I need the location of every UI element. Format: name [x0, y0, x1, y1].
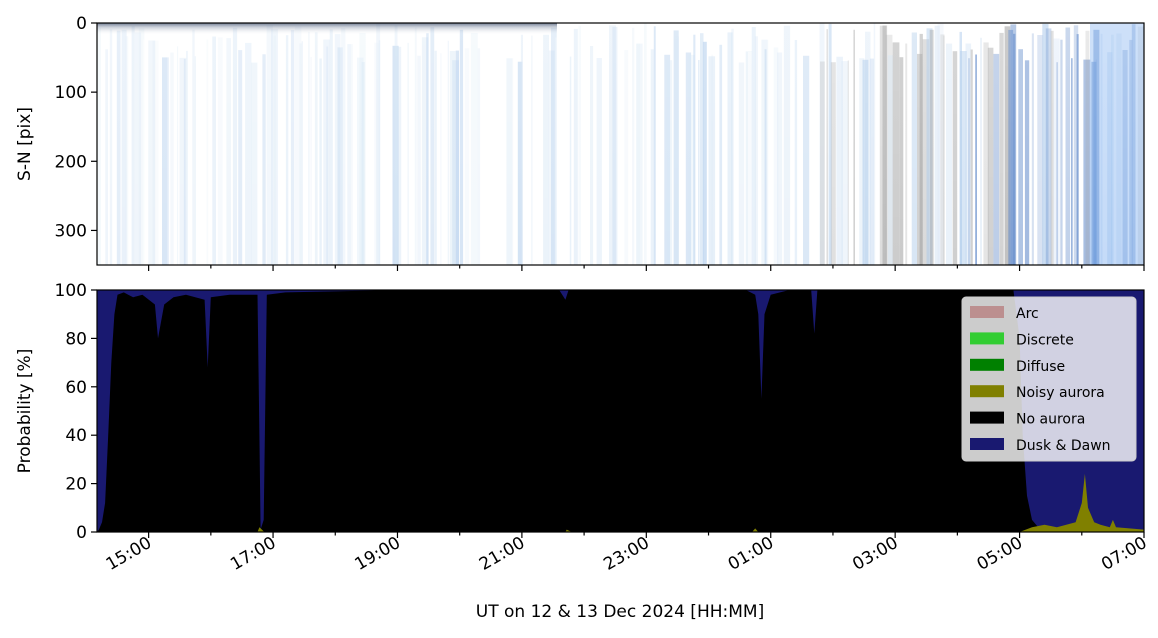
keogram-panel: 0 100 200 300 S-N [pix] [15, 14, 1145, 271]
keogram-y-tick-label: 100 [55, 83, 87, 103]
probability-y-tick-label: 20 [65, 475, 87, 495]
legend-entry: Arc [1016, 306, 1039, 322]
probability-y-tick-label: 40 [65, 426, 87, 446]
probability-frame [96, 289, 1145, 533]
keogram-x-ticks [148, 265, 1145, 271]
x-tick-label: 03:00 [849, 533, 901, 575]
legend-entry: No aurora [1016, 412, 1085, 428]
probability-y-tick-label: 100 [55, 281, 87, 301]
probability-x-ticks: 15:00 17:00 19:00 21:00 23:00 01:00 03:00 05:00… [103, 532, 1151, 575]
probability-y-ticks: 0 20 40 60 80 100 [55, 281, 97, 543]
noisy-aurora-area [97, 473, 1144, 532]
legend-items: Arc Discrete Diffuse Noisy aurora No aurora D… [970, 306, 1111, 454]
legend: Arc Discrete Diffuse Noisy aurora No aurora D… [961, 296, 1137, 462]
x-tick-label: 07:00 [1098, 533, 1150, 575]
probability-y-tick-label: 0 [76, 523, 87, 543]
x-tick-label: 23:00 [600, 533, 652, 575]
probability-y-tick-label: 60 [65, 378, 87, 398]
legend-box [961, 296, 1137, 462]
x-tick-label: 15:00 [103, 533, 155, 575]
keogram-y-tick-label: 300 [55, 221, 87, 241]
legend-swatch [970, 411, 1004, 424]
legend-swatch [970, 358, 1004, 371]
keogram-frame [96, 22, 1145, 266]
legend-entry: Diffuse [1016, 359, 1065, 375]
probability-y-tick-label: 80 [65, 329, 87, 349]
keogram-y-ticks: 0 100 200 300 [55, 14, 97, 241]
keogram-y-axis-label: S-N [pix] [15, 107, 35, 181]
x-tick-label: 05:00 [974, 533, 1026, 575]
x-tick-label: 17:00 [227, 533, 279, 575]
probability-y-axis-label: Probability [%] [15, 349, 35, 474]
legend-entry: Discrete [1016, 332, 1074, 348]
keogram-y-tick-label: 200 [55, 152, 87, 172]
x-tick-label: 21:00 [476, 533, 528, 575]
legend-entry: Dusk & Dawn [1016, 438, 1111, 454]
keogram-image [97, 23, 1144, 265]
x-tick-label: 01:00 [725, 533, 777, 575]
legend-entry: Noisy aurora [1016, 385, 1105, 401]
legend-swatch [970, 332, 1004, 345]
keogram-y-tick-label: 0 [76, 14, 87, 34]
x-tick-label: 19:00 [352, 533, 404, 575]
probability-panel: 0 20 40 60 80 100 15:00 17:00 19:00 21:00 23:00 01… [15, 281, 1151, 622]
legend-swatch [970, 306, 1004, 318]
legend-swatch [970, 438, 1004, 450]
x-axis-label: UT on 12 & 13 Dec 2024 [HH:MM] [476, 602, 764, 622]
legend-swatch [970, 385, 1004, 398]
